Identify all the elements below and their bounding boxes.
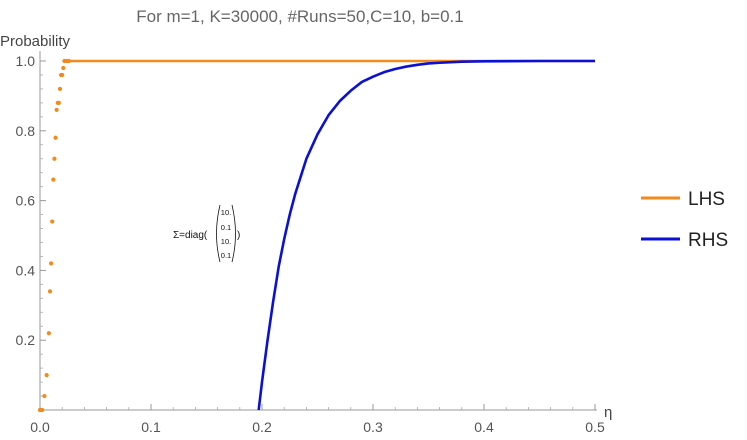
data-point [51, 177, 56, 182]
data-point [50, 219, 55, 224]
legend: LHS RHS [641, 189, 728, 251]
y-tick-label: 1.0 [16, 53, 36, 69]
series-line-rhs [257, 59, 595, 411]
series-lhs [37, 58, 595, 413]
x-tick-label: 0.1 [141, 419, 161, 435]
data-point [54, 107, 59, 112]
series-rhs [257, 59, 595, 411]
data-point [66, 58, 71, 64]
data-point [60, 72, 65, 78]
y-tick-label: 0.8 [16, 123, 36, 139]
matrix-entry: 10. [221, 237, 231, 246]
x-tick-label: 0.0 [30, 419, 50, 435]
sigma-annotation: Σ=diag( 10. 0.1 10. 0.1 ) [173, 204, 240, 263]
data-point [57, 86, 63, 92]
data-point [56, 100, 61, 105]
data-point [52, 156, 57, 161]
legend-label-rhs: RHS [688, 230, 728, 251]
data-point [46, 331, 51, 336]
matrix-left-bracket [216, 204, 221, 263]
matrix-right-bracket [231, 204, 236, 263]
legend-label-lhs: LHS [688, 189, 725, 210]
data-point [61, 65, 66, 71]
annotation-suffix: ) [237, 230, 240, 241]
y-axis-title: Probability [0, 33, 71, 50]
x-tick-label: 0.5 [585, 419, 605, 435]
x-tick-label: 0.3 [363, 419, 383, 435]
matrix-entry: 0.1 [221, 223, 231, 232]
series-layer [37, 58, 595, 413]
data-point [40, 407, 45, 413]
data-point [44, 373, 49, 378]
data-point [42, 393, 47, 399]
x-tick-label: 0.2 [252, 419, 272, 435]
x-axis-title: η [604, 404, 612, 421]
x-tick-label: 0.4 [474, 419, 494, 435]
data-point [49, 261, 54, 266]
axes: 0.0 0.1 0.2 0.3 0.4 0.5 0.2 0.4 0.6 0.8 1.0 [16, 51, 605, 435]
y-tick-label: 0.2 [16, 332, 36, 348]
chart-title: For m=1, K=30000, #Runs=50,C=10, b=0.1 [136, 7, 463, 26]
annotation-prefix: Σ=diag( [173, 230, 208, 241]
y-tick-label: 0.6 [16, 193, 36, 209]
matrix-entry: 0.1 [221, 251, 231, 260]
data-point [53, 135, 58, 140]
data-point [47, 289, 53, 294]
matrix-entry: 10. [221, 208, 231, 217]
y-tick-label: 0.4 [16, 262, 36, 278]
